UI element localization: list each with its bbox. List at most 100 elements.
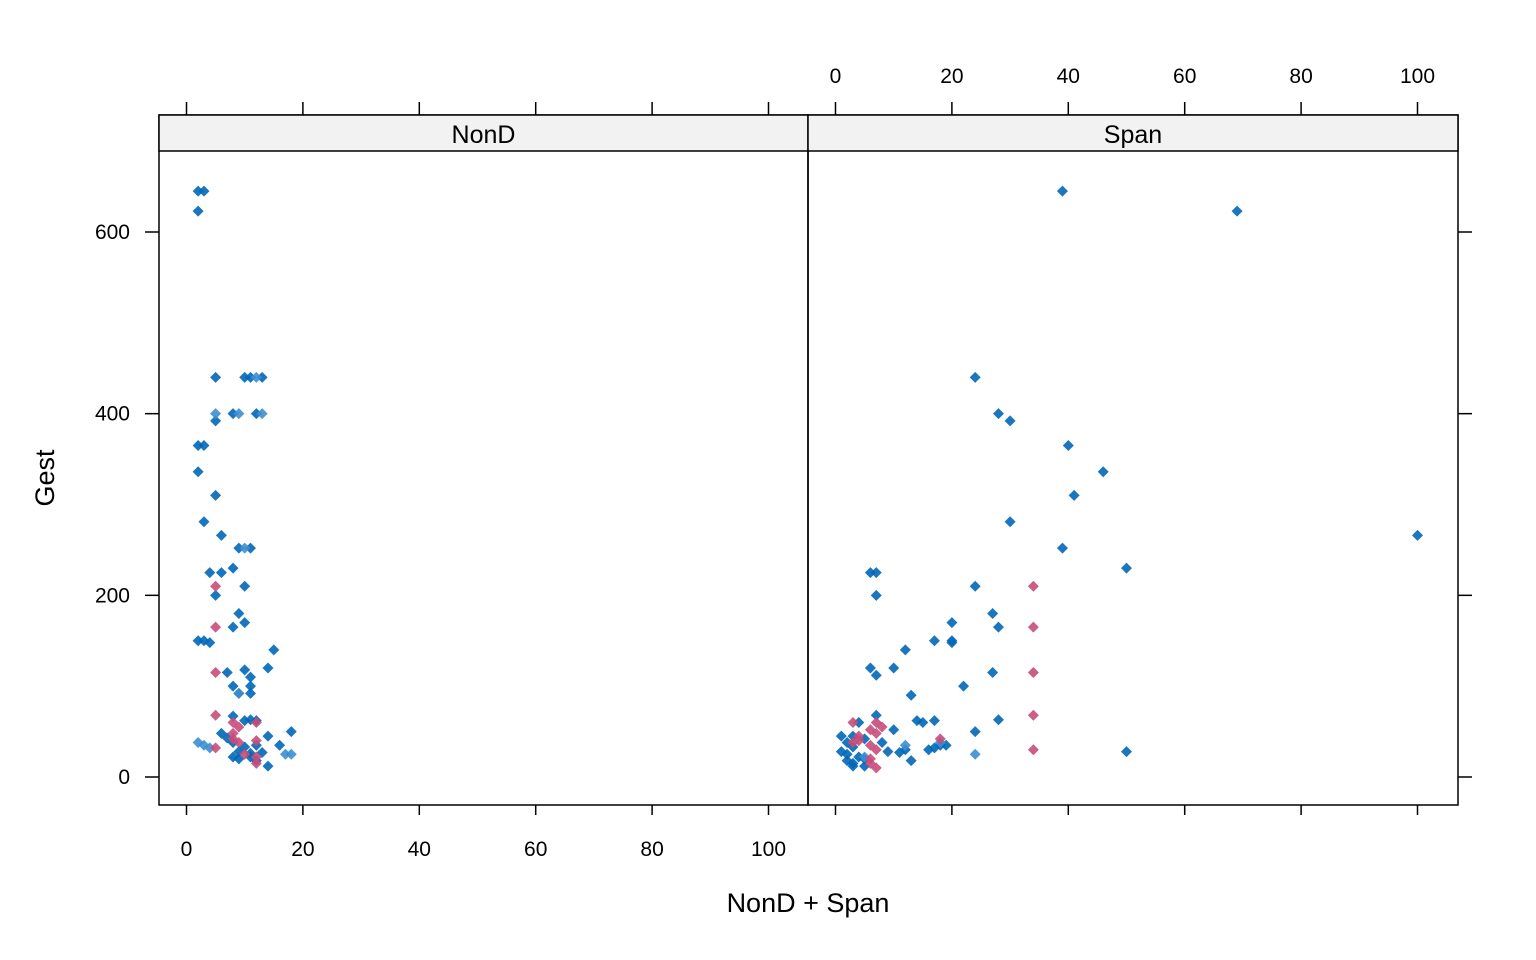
panel-strip-label: Span — [1104, 121, 1162, 149]
panel-frames — [158, 114, 1459, 806]
data-point — [279, 748, 291, 760]
data-point — [274, 739, 286, 751]
x-tick-label: 80 — [1289, 65, 1312, 88]
x-tick-label: 20 — [291, 838, 314, 861]
data-point — [262, 662, 274, 674]
data-point — [1412, 529, 1423, 541]
data-point — [992, 408, 1004, 420]
data-point — [870, 744, 882, 756]
data-point — [245, 371, 257, 383]
data-point — [198, 516, 210, 528]
data-point — [239, 371, 251, 383]
data-point — [192, 439, 204, 451]
data-point — [250, 408, 262, 420]
data-point — [870, 589, 882, 601]
data-point — [239, 748, 251, 760]
data-point — [210, 589, 222, 601]
data-point — [905, 755, 917, 767]
data-point — [227, 562, 239, 574]
data-point — [987, 608, 999, 619]
panel-strips: NonD Span — [158, 114, 1459, 152]
data-point — [198, 185, 210, 197]
data-point — [864, 662, 876, 674]
data-point — [1121, 562, 1132, 574]
data-point — [1097, 466, 1109, 478]
data-point — [192, 635, 204, 647]
x-axis-title: NonD + Span — [727, 888, 890, 918]
x-tick-label: 0 — [830, 65, 842, 88]
data-point — [250, 371, 262, 383]
data-point — [1068, 489, 1080, 501]
x-tick-label: 80 — [640, 838, 663, 861]
data-point — [227, 680, 239, 692]
data-point — [227, 408, 239, 420]
data-point — [899, 739, 911, 751]
data-point — [215, 529, 227, 541]
data-point — [934, 733, 946, 745]
data-point — [210, 667, 222, 679]
data-point — [835, 730, 847, 742]
panel-strip-label: NonD — [452, 121, 516, 149]
data-point — [888, 662, 900, 674]
x-tick-label: 100 — [751, 838, 786, 861]
data-point — [917, 717, 929, 728]
data-point — [870, 567, 882, 579]
data-point — [969, 726, 981, 738]
data-point — [262, 730, 274, 742]
x-tick-label: 60 — [524, 838, 547, 861]
data-point — [876, 736, 888, 748]
data-point — [221, 667, 233, 679]
panel-frame — [158, 114, 809, 806]
data-point — [192, 205, 204, 217]
data-point — [1062, 439, 1074, 451]
data-point — [992, 714, 1004, 726]
data-point — [239, 617, 251, 629]
x-tick-label: 40 — [1057, 65, 1080, 88]
data-point — [1027, 580, 1039, 592]
data-point — [204, 637, 216, 649]
data-point — [1231, 205, 1243, 217]
data-point — [233, 687, 245, 699]
data-point — [958, 680, 970, 692]
data-point — [992, 621, 1004, 633]
data-point — [204, 742, 216, 754]
y-tick-label: 0 — [118, 766, 130, 789]
data-point — [905, 689, 917, 701]
x-tick-label: 100 — [1400, 65, 1435, 88]
data-point — [192, 466, 204, 478]
data-point — [888, 724, 900, 736]
data-point — [239, 580, 251, 592]
data-point — [210, 489, 222, 501]
data-point — [899, 644, 911, 656]
data-point — [870, 709, 882, 721]
data-point — [870, 762, 882, 774]
data-point — [853, 717, 865, 728]
data-point — [204, 567, 216, 579]
y-tick-label: 200 — [95, 584, 130, 607]
data-point — [946, 617, 958, 629]
panel-frame — [807, 114, 1459, 806]
y-axis-title: Gest — [30, 449, 60, 507]
x-tick-label: 40 — [408, 838, 431, 861]
data-point — [215, 567, 227, 579]
data-point — [210, 742, 222, 754]
data-point — [250, 757, 262, 769]
data-point — [1004, 516, 1016, 528]
data-point — [1056, 542, 1068, 554]
data-point — [245, 687, 257, 699]
data-point — [1027, 667, 1039, 679]
y-tick-label: 600 — [95, 221, 130, 244]
data-point — [847, 760, 859, 772]
data-point — [192, 185, 204, 197]
data-point — [250, 751, 262, 763]
data-point — [245, 542, 257, 554]
x-tick-label: 60 — [1173, 65, 1196, 88]
panel-strip-nond — [158, 114, 809, 152]
data-point — [946, 637, 958, 649]
data-point — [1027, 709, 1039, 721]
data-point — [210, 621, 222, 633]
data-point — [987, 667, 999, 679]
data-point — [256, 408, 268, 420]
data-point — [250, 717, 262, 728]
data-point — [233, 408, 245, 420]
